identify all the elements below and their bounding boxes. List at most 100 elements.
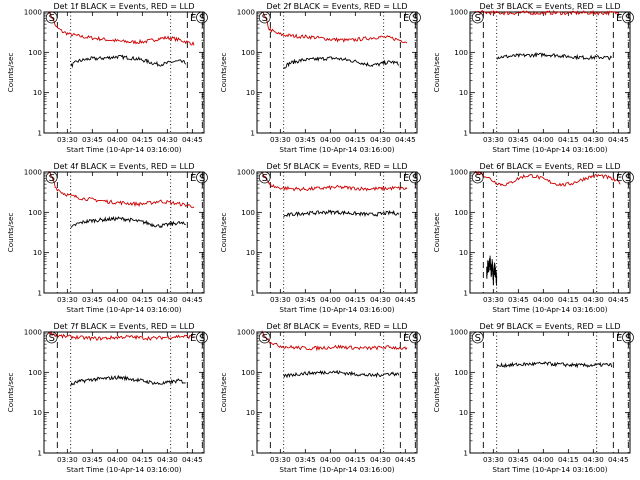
events-series-line bbox=[496, 361, 613, 369]
x-tick-label: 04:15 bbox=[558, 455, 579, 464]
x-tick-label: 04:45 bbox=[608, 295, 629, 304]
lld-series-line bbox=[261, 11, 408, 44]
start-marker-label: S bbox=[625, 333, 631, 344]
x-tick-label: 04:45 bbox=[395, 295, 416, 304]
end-marker-label: E bbox=[616, 333, 622, 344]
start-marker-label: S bbox=[262, 333, 268, 344]
y-tick-label: 100 bbox=[28, 48, 42, 57]
start-marker-label: S bbox=[625, 13, 631, 24]
start-marker-label: S bbox=[412, 333, 418, 344]
x-tick-label: 03:45 bbox=[295, 295, 316, 304]
start-marker-circle bbox=[622, 331, 634, 344]
events-series-line bbox=[283, 56, 400, 69]
chart-title: Det 6f BLACK = Events, RED = LLD bbox=[479, 162, 620, 171]
y-axis-label: Counts/sec bbox=[432, 213, 441, 253]
y-axis-label: Counts/sec bbox=[6, 53, 15, 93]
start-marker-label: S bbox=[199, 173, 205, 184]
start-marker-circle bbox=[622, 171, 634, 184]
start-marker-label: S bbox=[49, 333, 55, 344]
events-series-line bbox=[70, 374, 186, 387]
start-marker-circle bbox=[258, 331, 271, 344]
y-tick-label: 1 bbox=[463, 289, 468, 298]
start-marker-label: S bbox=[412, 173, 418, 184]
x-tick-label: 04:15 bbox=[132, 455, 153, 464]
y-axis-label: Counts/sec bbox=[6, 213, 15, 253]
x-tick-label: 03:30 bbox=[57, 455, 78, 464]
end-marker-label: E bbox=[403, 13, 409, 24]
y-tick-label: 10 bbox=[33, 248, 43, 257]
x-tick-label: 04:15 bbox=[345, 295, 366, 304]
start-marker-circle bbox=[196, 11, 208, 24]
x-tick-label: 04:00 bbox=[107, 295, 128, 304]
y-axis-label: Counts/sec bbox=[219, 213, 228, 253]
events-series-line bbox=[283, 209, 400, 218]
x-tick-label: 03:45 bbox=[82, 295, 103, 304]
x-tick-label: 04:30 bbox=[370, 135, 391, 144]
x-tick-label: 03:45 bbox=[508, 455, 529, 464]
x-tick-label: 04:00 bbox=[320, 295, 341, 304]
detector-chart: Det 7f BLACK = Events, RED = LLD 1 10 100 10… bbox=[6, 322, 208, 474]
y-tick-label: 100 bbox=[28, 368, 42, 377]
x-tick-label: 04:15 bbox=[132, 295, 153, 304]
detector-chart: Det 2f BLACK = Events, RED = LLD 1 10 100 10… bbox=[219, 2, 421, 154]
x-axis-label: Start Time (10-Apr-14 03:16:00) bbox=[492, 305, 607, 314]
y-tick-label: 1 bbox=[250, 449, 255, 458]
detector-chart: Det 4f BLACK = Events, RED = LLD 1 10 100 10… bbox=[6, 162, 208, 314]
start-marker-circle bbox=[258, 11, 271, 24]
x-tick-label: 04:45 bbox=[608, 135, 629, 144]
y-tick-label: 1000 bbox=[24, 328, 43, 337]
detector-panel: Det 2f BLACK = Events, RED = LLD 1 10 100 10… bbox=[213, 0, 426, 160]
x-tick-label: 03:45 bbox=[82, 135, 103, 144]
start-marker-circle bbox=[471, 171, 484, 184]
start-marker-circle bbox=[196, 171, 208, 184]
y-tick-label: 1000 bbox=[450, 328, 469, 337]
chart-title: Det 7f BLACK = Events, RED = LLD bbox=[53, 322, 194, 331]
x-tick-label: 04:45 bbox=[395, 455, 416, 464]
x-tick-label: 04:45 bbox=[182, 295, 203, 304]
x-axis-label: Start Time (10-Apr-14 03:16:00) bbox=[279, 145, 394, 154]
x-tick-label: 03:30 bbox=[57, 295, 78, 304]
chart-title: Det 5f BLACK = Events, RED = LLD bbox=[266, 162, 407, 171]
start-marker-circle bbox=[409, 171, 421, 184]
x-tick-label: 04:30 bbox=[583, 295, 604, 304]
x-tick-label: 04:45 bbox=[182, 455, 203, 464]
start-marker-label: S bbox=[475, 333, 481, 344]
y-tick-label: 10 bbox=[246, 88, 256, 97]
y-tick-label: 1 bbox=[250, 289, 255, 298]
detector-chart: Det 3f BLACK = Events, RED = LLD 1 10 100 10… bbox=[432, 2, 634, 154]
x-tick-label: 04:45 bbox=[395, 135, 416, 144]
x-tick-label: 03:45 bbox=[82, 455, 103, 464]
x-tick-label: 04:15 bbox=[132, 135, 153, 144]
x-tick-label: 03:45 bbox=[295, 135, 316, 144]
x-tick-label: 04:00 bbox=[107, 135, 128, 144]
x-tick-label: 04:15 bbox=[558, 135, 579, 144]
y-tick-label: 1000 bbox=[237, 328, 256, 337]
y-tick-label: 10 bbox=[246, 408, 256, 417]
detector-panel: Det 6f BLACK = Events, RED = LLD 1 10 100 10… bbox=[426, 160, 639, 320]
x-tick-label: 03:45 bbox=[508, 135, 529, 144]
y-tick-label: 1000 bbox=[24, 168, 43, 177]
y-tick-label: 1 bbox=[37, 449, 42, 458]
y-tick-label: 100 bbox=[241, 48, 255, 57]
y-tick-label: 100 bbox=[454, 48, 468, 57]
chart-title: Det 8f BLACK = Events, RED = LLD bbox=[266, 322, 407, 331]
detector-panel: Det 9f BLACK = Events, RED = LLD 1 10 100 10… bbox=[426, 320, 639, 480]
start-marker-circle bbox=[622, 11, 634, 24]
x-tick-label: 04:00 bbox=[533, 135, 554, 144]
x-tick-label: 04:15 bbox=[345, 135, 366, 144]
detector-chart: Det 9f BLACK = Events, RED = LLD 1 10 100 10… bbox=[432, 322, 634, 474]
start-marker-label: S bbox=[262, 173, 268, 184]
y-tick-label: 1000 bbox=[450, 8, 469, 17]
lld-series-line bbox=[261, 330, 408, 352]
y-tick-label: 100 bbox=[241, 368, 255, 377]
end-marker-label: E bbox=[403, 333, 409, 344]
x-tick-label: 03:30 bbox=[270, 135, 291, 144]
y-tick-label: 10 bbox=[246, 248, 256, 257]
y-tick-label: 1000 bbox=[237, 168, 256, 177]
start-marker-label: S bbox=[199, 333, 205, 344]
start-marker-circle bbox=[45, 171, 58, 184]
end-marker-label: E bbox=[190, 333, 196, 344]
x-tick-label: 04:00 bbox=[320, 455, 341, 464]
x-axis-label: Start Time (10-Apr-14 03:16:00) bbox=[66, 145, 181, 154]
